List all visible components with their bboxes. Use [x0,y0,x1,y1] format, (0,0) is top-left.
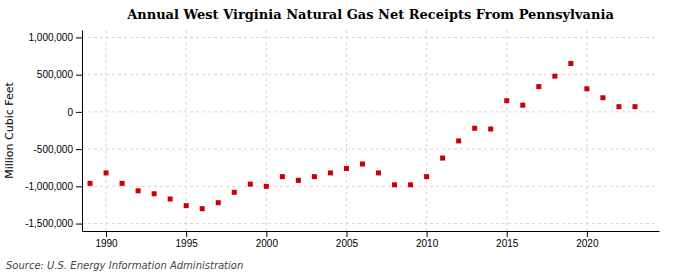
grid-line [82,186,659,187]
point [88,181,93,186]
grid-line [82,74,659,75]
point [296,178,301,183]
tick: 500,000 [37,69,82,80]
point [264,184,269,189]
tick: -1,000,000 [25,181,82,192]
grid-line [82,149,659,150]
points [88,61,638,211]
point [120,181,125,186]
point [344,166,349,171]
tick-mark [266,231,267,237]
point [536,84,541,89]
tick-mark [346,231,347,237]
tick-label: 2000 [256,238,279,249]
tick: 2005 [336,231,359,249]
grid-line [586,30,587,231]
tick-mark [587,231,588,237]
point [360,162,365,167]
plot: 1990199520002005201020152020-1,500,000-1… [25,30,659,249]
tick-label: 1995 [176,238,199,249]
point [280,174,285,179]
point [200,206,205,211]
source: Source: U.S. Energy Information Administ… [6,260,243,271]
tick-mark [76,75,82,76]
point [520,103,525,108]
point [504,98,509,103]
tick: 2020 [576,231,599,249]
grid-line [426,30,427,231]
point [104,170,109,175]
point [408,182,413,187]
axis-line [83,231,660,232]
point [552,74,557,79]
chart: 1990199520002005201020152020-1,500,000-1… [0,0,675,275]
point [472,126,477,131]
tick: 2000 [256,231,279,249]
point [488,127,493,132]
grid-line [186,30,187,231]
title: Annual West Virginia Natural Gas Net Rec… [126,7,614,22]
point [152,191,157,196]
point [328,170,333,175]
tick-mark [427,231,428,237]
grid-line [82,111,659,112]
grid-line [266,30,267,231]
tick-label: 2015 [496,238,519,249]
axis-line [82,31,83,232]
y-axis-title: Million Cubic Feet [3,81,16,178]
tick-label: 1990 [95,238,118,249]
point [376,170,381,175]
point [232,190,237,195]
point [456,138,461,143]
grid-line [346,30,347,231]
tick-label: 0 [67,107,73,118]
tick-label: -1,500,000 [25,218,73,229]
grid-line [82,223,659,224]
tick: 2010 [416,231,439,249]
point [136,188,141,193]
tick: 1990 [95,231,118,249]
point [248,182,253,187]
y-axis: -1,500,000 -1,000,000 -500,000 0 500,000 1,00… [25,31,82,232]
tick-label: -500,000 [34,144,74,155]
point [616,104,621,109]
grid-line [506,30,507,231]
point [600,95,605,100]
tick-mark [76,186,82,187]
point [632,104,637,109]
tick: 0 [67,107,82,118]
x-axis: 1990 1995 2000 2005 2010 2015 2020 [83,231,660,249]
point [440,156,445,161]
tick: 1995 [176,231,199,249]
grid-line [106,30,107,231]
point [168,196,173,201]
tick-mark [76,224,82,225]
tick-label: 2010 [416,238,439,249]
point [312,174,317,179]
tick-mark [76,37,82,38]
tick: -1,500,000 [25,218,82,229]
point [184,203,189,208]
tick-mark [106,231,107,237]
tick-mark [186,231,187,237]
tick-mark [76,112,82,113]
tick-mark [507,231,508,237]
tick-label: 2005 [336,238,359,249]
tick-label: -1,000,000 [25,181,73,192]
tick-mark [76,149,82,150]
point [424,174,429,179]
tick-label: 1,000,000 [29,32,74,43]
point [584,86,589,91]
grid-line [82,37,659,38]
tick: 1,000,000 [29,32,83,43]
tick: -500,000 [34,144,82,155]
tick: 2015 [496,231,519,249]
point [392,182,397,187]
tick-label: 2020 [576,238,599,249]
point [568,61,573,66]
tick-label: 500,000 [37,69,74,80]
grid [82,30,659,231]
point [216,200,221,205]
